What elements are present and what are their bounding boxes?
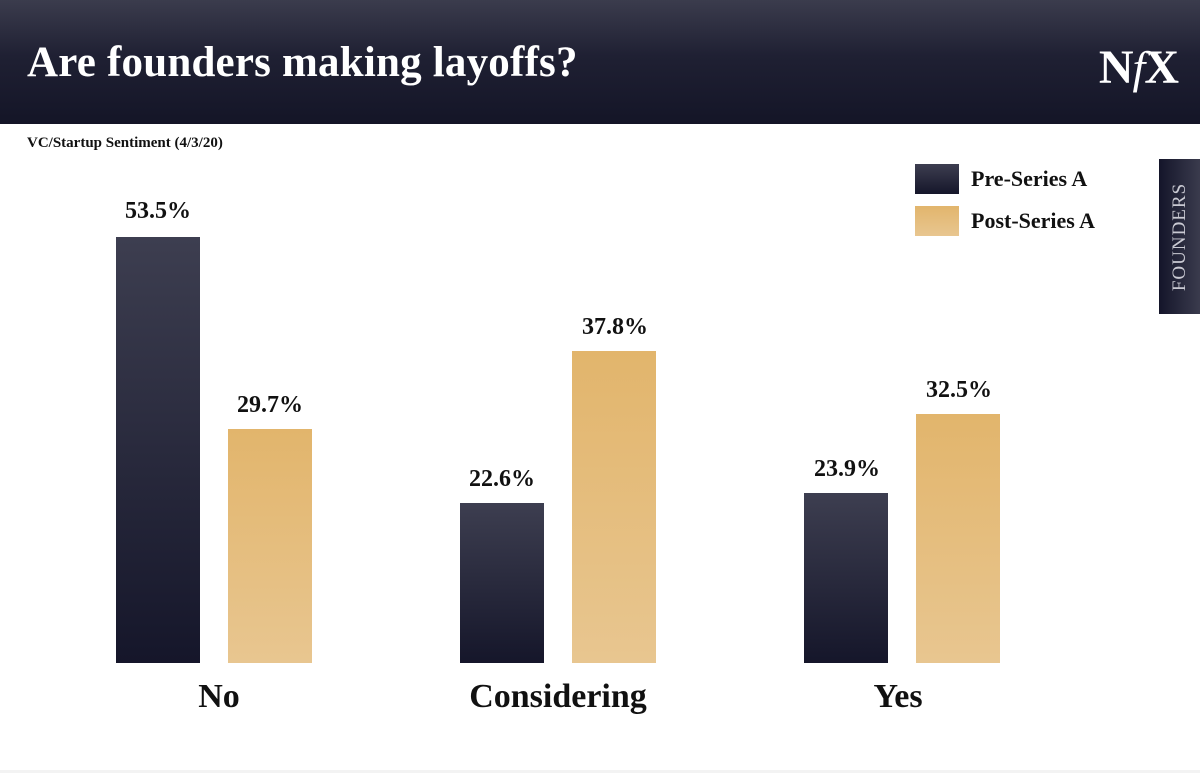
- legend-label-post: Post-Series A: [971, 208, 1096, 233]
- legend: Pre-Series A Post-Series A: [915, 158, 1095, 242]
- bar-considering-post-series-a: [572, 351, 656, 663]
- legend-item-pre-series-a: Pre-Series A: [915, 158, 1095, 200]
- footer-divider: [0, 770, 1200, 773]
- bar-yes-post-series-a: [916, 414, 1000, 663]
- category-label-no: No: [198, 678, 240, 715]
- category-label-yes: Yes: [873, 678, 923, 715]
- side-tab-label: FOUNDERS: [1168, 182, 1190, 291]
- bar-considering-pre-series-a: [460, 503, 544, 663]
- bar-yes-pre-series-a: [804, 493, 888, 663]
- nfx-logo: NfX: [1098, 40, 1179, 95]
- value-label-considering-post: 37.8%: [582, 314, 648, 340]
- value-label-no-pre: 53.5%: [125, 198, 191, 224]
- value-label-yes-post: 32.5%: [926, 377, 992, 403]
- chart-subtitle: VC/Startup Sentiment (4/3/20): [27, 135, 223, 151]
- header-banner: Are founders making layoffs? NfX: [0, 0, 1200, 124]
- founders-side-tab: FOUNDERS: [1159, 159, 1200, 314]
- bar-no-pre-series-a: [116, 237, 200, 663]
- legend-label-pre: Pre-Series A: [971, 166, 1088, 191]
- legend-swatch-pre: [915, 164, 959, 194]
- bar-no-post-series-a: [228, 429, 312, 663]
- value-label-yes-pre: 23.9%: [814, 456, 880, 482]
- value-label-considering-pre: 22.6%: [469, 466, 535, 492]
- chart-title: Are founders making layoffs?: [27, 39, 578, 86]
- legend-item-post-series-a: Post-Series A: [915, 200, 1095, 242]
- legend-swatch-post: [915, 206, 959, 236]
- category-label-considering: Considering: [469, 678, 647, 715]
- logo-x: X: [1144, 41, 1179, 94]
- value-label-no-post: 29.7%: [237, 392, 303, 418]
- logo-n: N: [1098, 41, 1134, 94]
- logo-f: f: [1132, 42, 1146, 93]
